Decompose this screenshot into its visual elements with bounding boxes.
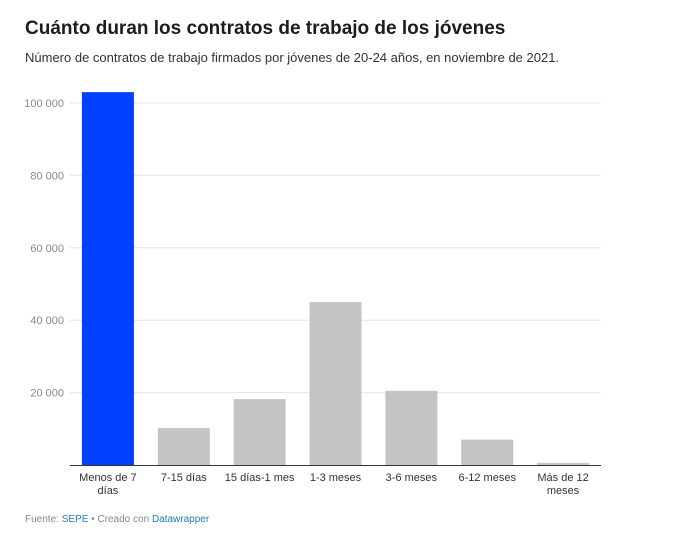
x-category-label: 6-12 meses bbox=[458, 472, 516, 484]
x-category-label: 3-6 meses bbox=[386, 472, 438, 484]
footer: Fuente: SEPE • Creado con Datawrapper bbox=[25, 514, 209, 525]
bar bbox=[233, 399, 286, 465]
y-tick-label: 40 000 bbox=[30, 315, 64, 327]
chart-title: Cuánto duran los contratos de trabajo de… bbox=[25, 18, 506, 39]
x-category-label: 1-3 meses bbox=[310, 472, 362, 484]
bar bbox=[157, 428, 210, 465]
x-axis-categories: Menos de 7 días 7-15 días 15 días-1 mes 1-3 … bbox=[79, 472, 589, 497]
bar bbox=[81, 92, 134, 465]
y-tick-label: 100 000 bbox=[24, 98, 64, 110]
bar bbox=[385, 390, 438, 465]
chart-subtitle: Número de contratos de trabajo firmados … bbox=[25, 50, 560, 65]
y-tick-label: 80 000 bbox=[30, 170, 64, 182]
bars bbox=[81, 92, 590, 465]
bar bbox=[461, 439, 514, 465]
x-category-label: Más de 12 meses bbox=[537, 472, 588, 497]
y-tick-label: 20 000 bbox=[30, 388, 64, 400]
y-axis-ticks: 20 000 40 000 60 000 80 000 100 000 bbox=[24, 98, 64, 400]
x-category-label: Menos de 7 días bbox=[79, 472, 136, 497]
x-category-label: 7-15 días bbox=[161, 472, 207, 484]
source-label: Fuente: bbox=[25, 514, 62, 525]
bar bbox=[309, 302, 362, 465]
x-category-label: 15 días-1 mes bbox=[225, 472, 295, 484]
source-link[interactable]: SEPE bbox=[61, 514, 89, 525]
datawrapper-link[interactable]: Datawrapper bbox=[151, 514, 210, 525]
y-tick-label: 60 000 bbox=[30, 243, 64, 255]
created-with-label: • Creado con bbox=[88, 514, 152, 525]
bar bbox=[537, 462, 590, 465]
